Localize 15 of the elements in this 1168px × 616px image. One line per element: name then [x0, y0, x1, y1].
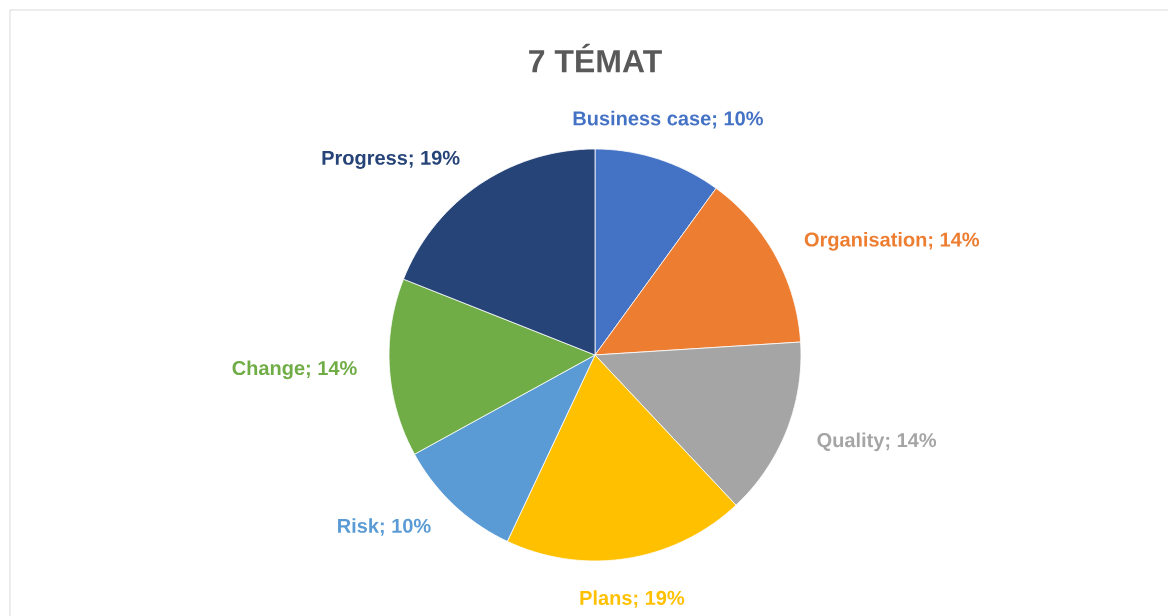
slice-label: Progress [322, 150, 408, 169]
chart-title: 7 TÉMAT [529, 43, 662, 73]
data-label: ; 14% [306, 361, 357, 378]
data-label: ; 14% [929, 232, 980, 250]
data-label: ; 14% [886, 433, 937, 451]
data-label: ; 10% [713, 111, 763, 129]
data-label: ; 19% [409, 150, 460, 168]
slice-label: Plans [580, 590, 632, 605]
slice-label: Organisation [804, 231, 927, 251]
data-label: ; 10% [380, 518, 431, 536]
slice-label: Change [232, 360, 305, 380]
slice-label: Business case [573, 110, 711, 126]
slice-label: Quality [817, 432, 885, 452]
data-label: ; 19% [634, 590, 685, 608]
slice-label: Risk [338, 518, 379, 533]
